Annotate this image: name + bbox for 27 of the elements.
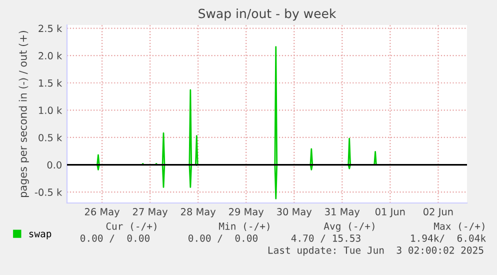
text: Last update: Tue Jun 3 02:00:02 2025 xyxy=(268,246,484,256)
y-tick-label: 1.0 k xyxy=(39,106,62,114)
x-tick-label: 01 Jun xyxy=(375,208,405,218)
text: 0.00 / 0.00 xyxy=(188,234,258,243)
x-tick-label: 26 May xyxy=(84,208,120,218)
y-tick-label: 0.0 xyxy=(47,161,62,169)
text: Min (-/+) xyxy=(219,222,270,231)
chart-title: Swap in/out - by week xyxy=(198,8,336,21)
y-tick-label: 2.0 k xyxy=(38,52,62,60)
y-tick-label: -0.5 k xyxy=(34,188,62,196)
text: 0.00 / 0.00 xyxy=(80,234,150,243)
y-tick-label: 0.5 k xyxy=(38,134,62,142)
text: 4.70 / 15.53 xyxy=(291,234,360,243)
x-tick-label: 27 May xyxy=(133,208,168,218)
x-tick-label: 29 May xyxy=(229,208,264,218)
text: Cur (-/+) xyxy=(106,222,156,231)
x-tick-label: 30 May xyxy=(277,208,312,218)
y-tick-label: 1.5 k xyxy=(39,79,62,87)
x-tick-label: 31 May xyxy=(325,208,360,218)
legend-label: swap xyxy=(29,232,52,240)
y-axis-title: pages per second in (-) / out (+) xyxy=(18,30,29,197)
x-tick-label: 28 May xyxy=(181,208,216,218)
text: 1.94k/ 6.04k xyxy=(411,234,486,243)
text: Max (-/+) xyxy=(434,222,484,231)
text: Avg (-/+) xyxy=(324,222,374,232)
x-tick-label: 02 Jun xyxy=(424,208,453,218)
y-tick-label: 2.5 k xyxy=(38,24,62,32)
